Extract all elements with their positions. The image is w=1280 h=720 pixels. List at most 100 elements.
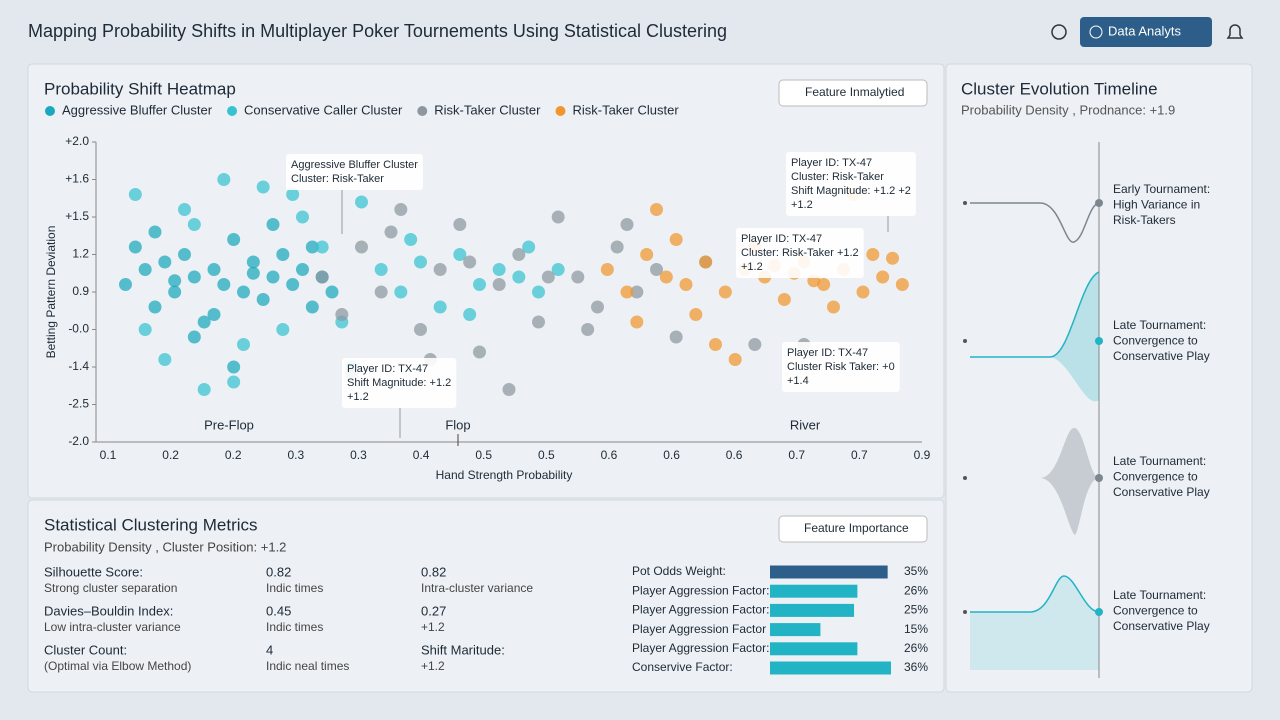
stage-label: Late Tournament: [1113, 454, 1206, 468]
point [335, 308, 349, 321]
metric-text: Low intra-cluster variance [44, 620, 181, 634]
timeline-subtitle: Probability Density , Prodnance: +1.9 [961, 102, 1175, 117]
importance-value: 25% [904, 603, 928, 617]
point [246, 266, 260, 280]
curve-2 [970, 272, 1099, 402]
point [256, 293, 270, 306]
point [817, 278, 831, 291]
annotation-text: Cluster: Risk-Taker [291, 173, 384, 185]
y-axis-label: Betting Pattern Deviation [44, 226, 58, 359]
annotation-text: +1.4 [787, 375, 809, 387]
annotation: Player ID: TX-47 Cluster: Risk-Taker +1.2… [736, 228, 864, 278]
point [512, 248, 526, 261]
stage-dot [1095, 474, 1103, 482]
point [414, 323, 427, 336]
point [138, 323, 152, 336]
point [168, 285, 182, 299]
point [325, 285, 339, 299]
point [777, 293, 791, 306]
point [355, 195, 368, 209]
point [197, 315, 211, 329]
point [227, 233, 241, 246]
annotation-text: Aggressive Bluffer Cluster [291, 159, 418, 171]
point [148, 300, 162, 314]
search-icon[interactable] [1051, 24, 1067, 40]
point [728, 353, 742, 366]
metric-text: (Optimal via Elbow Method) [44, 659, 191, 673]
point [866, 248, 880, 261]
metric-text: Cluster Count: [44, 642, 127, 657]
point [296, 210, 309, 224]
point [502, 383, 516, 396]
point [217, 173, 231, 186]
point [315, 270, 329, 284]
importance-bar [770, 565, 888, 579]
bell-icon[interactable] [1226, 24, 1244, 39]
metric-text: 0.45 [266, 603, 291, 618]
importance-dropdown[interactable] [778, 515, 928, 543]
point [581, 323, 595, 336]
point [119, 278, 132, 291]
point [827, 300, 840, 314]
point [256, 180, 270, 194]
point [187, 270, 201, 284]
importance-value: 36% [904, 660, 928, 674]
annotation-text: Player ID: TX-47 [741, 233, 822, 245]
point [473, 345, 486, 359]
legend-dot [417, 106, 428, 116]
x-tick-label: 0.2 [225, 448, 242, 462]
legend-dot [45, 106, 55, 116]
stage-label: Early Tournament: [1113, 182, 1210, 196]
annotation-text: +1.2 [347, 391, 369, 403]
importance-label: Pot Odds Weight: [632, 564, 726, 578]
point [286, 278, 300, 291]
point [512, 270, 526, 284]
point [414, 255, 427, 269]
legend-label: Risk-Taker Cluster [572, 102, 679, 117]
importance-value: 15% [904, 622, 928, 636]
point [669, 330, 683, 344]
feature-dropdown[interactable] [778, 79, 928, 107]
point [128, 240, 142, 254]
annotation-text: Cluster Risk Taker: +0 [787, 361, 895, 373]
point [187, 330, 201, 344]
importance-bar [770, 661, 891, 675]
y-tick-label: +1.6 [65, 172, 89, 186]
point [591, 300, 604, 314]
point [207, 308, 221, 321]
stage-label: Conservative Play [1113, 349, 1210, 363]
stage-start [963, 610, 967, 614]
importance-label: Player Aggression Factor: [632, 583, 769, 597]
data-button[interactable] [1080, 17, 1212, 47]
importance-bar [770, 623, 821, 637]
point [886, 251, 899, 265]
x-axis-label: Hand Strength Probability [436, 468, 573, 482]
y-tick-label: 0.9 [72, 284, 89, 298]
point [266, 270, 280, 284]
point [237, 338, 250, 351]
x-tick-label: 0.3 [288, 448, 305, 462]
phase-label: Pre-Flop [204, 417, 254, 432]
annotation-text: Player ID: TX-47 [787, 347, 868, 359]
stage-label: Risk-Takers [1113, 213, 1176, 227]
point [522, 240, 536, 254]
point [168, 274, 182, 288]
legend-dot [555, 106, 566, 116]
annotation-text: Cluster: Risk-Taker +1.2 [741, 247, 859, 259]
point [197, 383, 211, 396]
y-tick-label: +2.0 [65, 134, 89, 148]
y-tick-label: 1.2 [72, 247, 89, 261]
point [374, 263, 388, 276]
point [276, 248, 290, 261]
point [305, 240, 319, 254]
point [227, 360, 241, 374]
point [158, 353, 172, 366]
legend-label: Conservative Caller Cluster [244, 102, 403, 117]
stage-dot [1095, 337, 1103, 345]
point [158, 255, 172, 269]
metric-text: Intra-cluster variance [421, 581, 533, 595]
point [187, 218, 201, 231]
metrics-title: Statistical Clustering Metrics [44, 515, 258, 534]
point [394, 203, 408, 216]
importance-dropdown-label: Feature Importance [804, 521, 909, 535]
